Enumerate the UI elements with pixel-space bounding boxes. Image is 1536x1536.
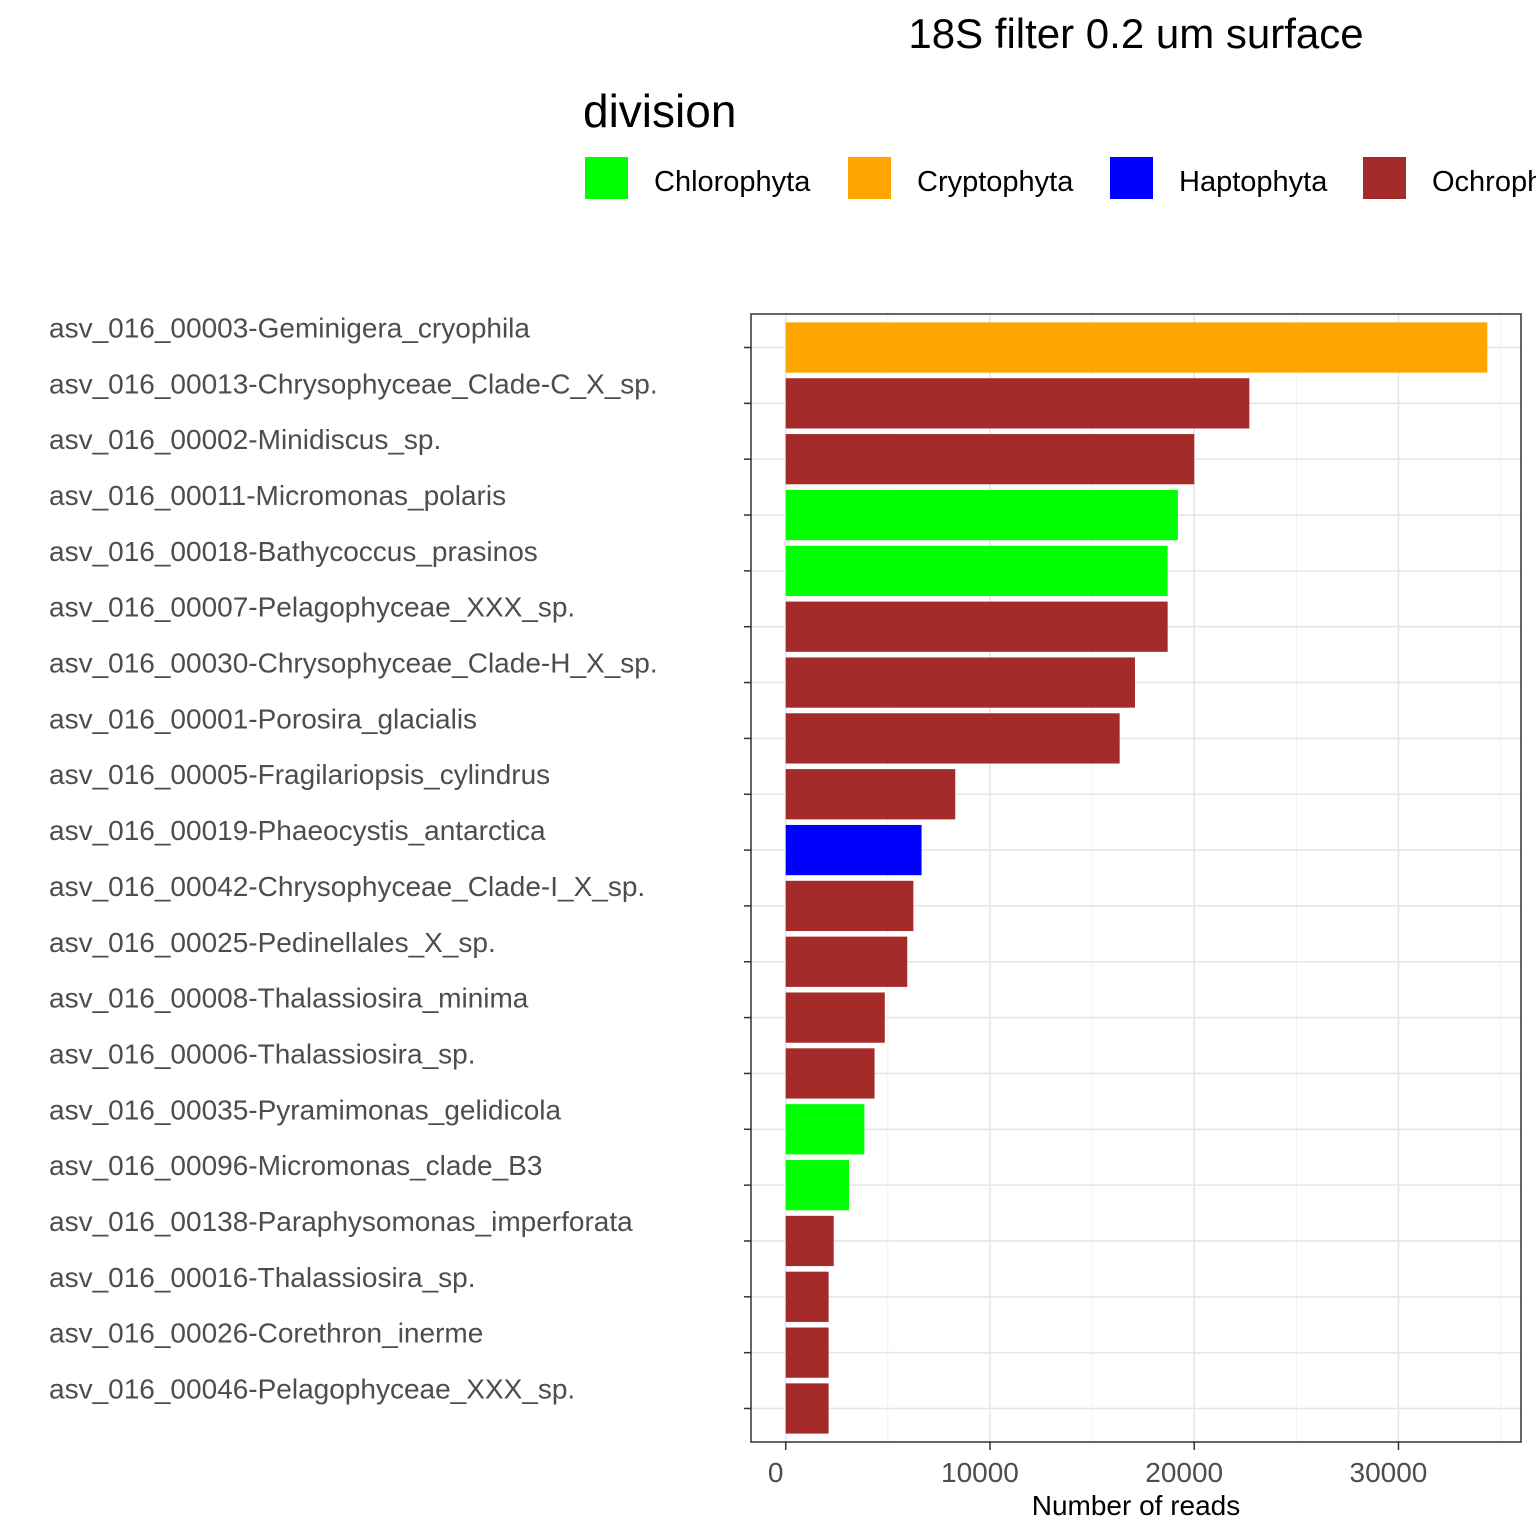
y-tick-label: asv_016_00046-Pelagophyceae_XXX_sp.: [49, 1373, 575, 1404]
plot-area: [750, 313, 1522, 1443]
bar-asv-016-00096-micromonas-clade-b3: [785, 1160, 850, 1211]
bar-asv-016-00008-thalassiosira-minima: [785, 992, 885, 1043]
y-tick-label: asv_016_00025-Pedinellales_X_sp.: [49, 927, 496, 958]
legend-label-chlorophyta: Chlorophyta: [654, 166, 811, 198]
legend-label-cryptophyta: Cryptophyta: [917, 166, 1074, 198]
x-axis: 0 10000 20000 30000: [768, 1442, 1427, 1488]
legend-title: division: [583, 85, 736, 137]
y-tick-label: asv_016_00005-Fragilariopsis_cylindrus: [49, 759, 550, 790]
y-tick-label: asv_016_00002-Minidiscus_sp.: [49, 424, 441, 455]
chart-title: 18S filter 0.2 um surface: [908, 10, 1363, 57]
bar-asv-016-00138-paraphysomonas-imperforata: [785, 1215, 834, 1267]
y-tick-label: asv_016_00011-Micromonas_polaris: [49, 480, 506, 511]
y-tick-label: asv_016_00096-Micromonas_clade_B3: [49, 1150, 542, 1181]
legend: division Chlorophyta Cryptophyta Haptophyt…: [583, 85, 1536, 199]
plot-border: [750, 313, 1522, 1443]
y-tick-label: asv_016_00042-Chrysophyceae_Clade-I_X_sp…: [49, 871, 645, 902]
x-tick-label: 10000: [941, 1457, 1019, 1488]
legend-label-ochrophyta: Ochrophyta: [1432, 166, 1536, 198]
x-tick-label: 20000: [1145, 1457, 1223, 1488]
y-tick-label: asv_016_00013-Chrysophyceae_Clade-C_X_sp…: [49, 368, 658, 399]
bar-asv-016-00007-pelagophyceae-xxx-sp: [785, 601, 1168, 652]
bars: [785, 322, 1488, 1434]
x-tick-label: 30000: [1350, 1457, 1428, 1488]
bar-asv-016-00026-corethron-inerme: [785, 1327, 829, 1378]
bar-asv-016-00006-thalassiosira-sp: [785, 1048, 875, 1099]
y-tick-label: asv_016_00007-Pelagophyceae_XXX_sp.: [49, 592, 575, 623]
bar-asv-016-00035-pyramimonas-gelidicola: [785, 1104, 865, 1155]
legend-label-haptophyta: Haptophyta: [1179, 166, 1328, 198]
y-tick-label: asv_016_00035-Pyramimonas_gelidicola: [49, 1094, 562, 1125]
bar-asv-016-00002-minidiscus-sp: [785, 434, 1195, 485]
bar-asv-016-00005-fragilariopsis-cylindrus: [785, 769, 956, 820]
y-tick-label: asv_016_00003-Geminigera_cryophila: [49, 313, 530, 344]
y-tick-label: asv_016_00006-Thalassiosira_sp.: [49, 1038, 476, 1069]
bar-asv-016-00001-porosira-glacialis: [785, 713, 1120, 764]
bar-asv-016-00003-geminigera-cryophila: [785, 322, 1488, 373]
y-tick-label: asv_016_00001-Porosira_glacialis: [49, 703, 477, 734]
y-axis: asv_016_00003-Geminigera_cryophila asv_01…: [49, 313, 751, 1410]
y-tick-label: asv_016_00138-Paraphysomonas_imperforata: [49, 1206, 633, 1237]
legend-key-haptophyta: [1110, 157, 1153, 199]
bar-asv-016-00016-thalassiosira-sp: [785, 1271, 829, 1322]
bar-asv-016-00030-chrysophyceae-clade-h-x-sp: [785, 657, 1135, 708]
bar-asv-016-00042-chrysophyceae-clade-i-x-sp: [785, 880, 914, 932]
y-tick-label: asv_016_00030-Chrysophyceae_Clade-H_X_sp…: [49, 648, 658, 679]
bar-asv-016-00046-pelagophyceae-xxx-sp: [785, 1383, 829, 1434]
legend-key-cryptophyta: [848, 157, 891, 199]
y-tick-label: asv_016_00008-Thalassiosira_minima: [49, 983, 529, 1014]
bar-asv-016-00019-phaeocystis-antarctica: [785, 824, 922, 876]
y-tick-label: asv_016_00018-Bathycoccus_prasinos: [49, 536, 538, 567]
legend-key-chlorophyta: [585, 157, 628, 199]
y-tick-label: asv_016_00016-Thalassiosira_sp.: [49, 1262, 476, 1293]
x-axis-label: Number of reads: [1032, 1490, 1241, 1521]
bar-asv-016-00013-chrysophyceae-clade-c-x-sp: [785, 378, 1250, 429]
x-tick-label: 0: [768, 1457, 784, 1488]
y-tick-label: asv_016_00019-Phaeocystis_antarctica: [49, 815, 546, 846]
y-tick-label: asv_016_00026-Corethron_inerme: [49, 1318, 483, 1349]
bar-asv-016-00025-pedinellales-x-sp: [785, 936, 908, 987]
bar-asv-016-00018-bathycoccus-prasinos: [785, 545, 1168, 596]
bar-asv-016-00011-micromonas-polaris: [785, 489, 1178, 541]
legend-key-ochrophyta: [1363, 157, 1406, 199]
